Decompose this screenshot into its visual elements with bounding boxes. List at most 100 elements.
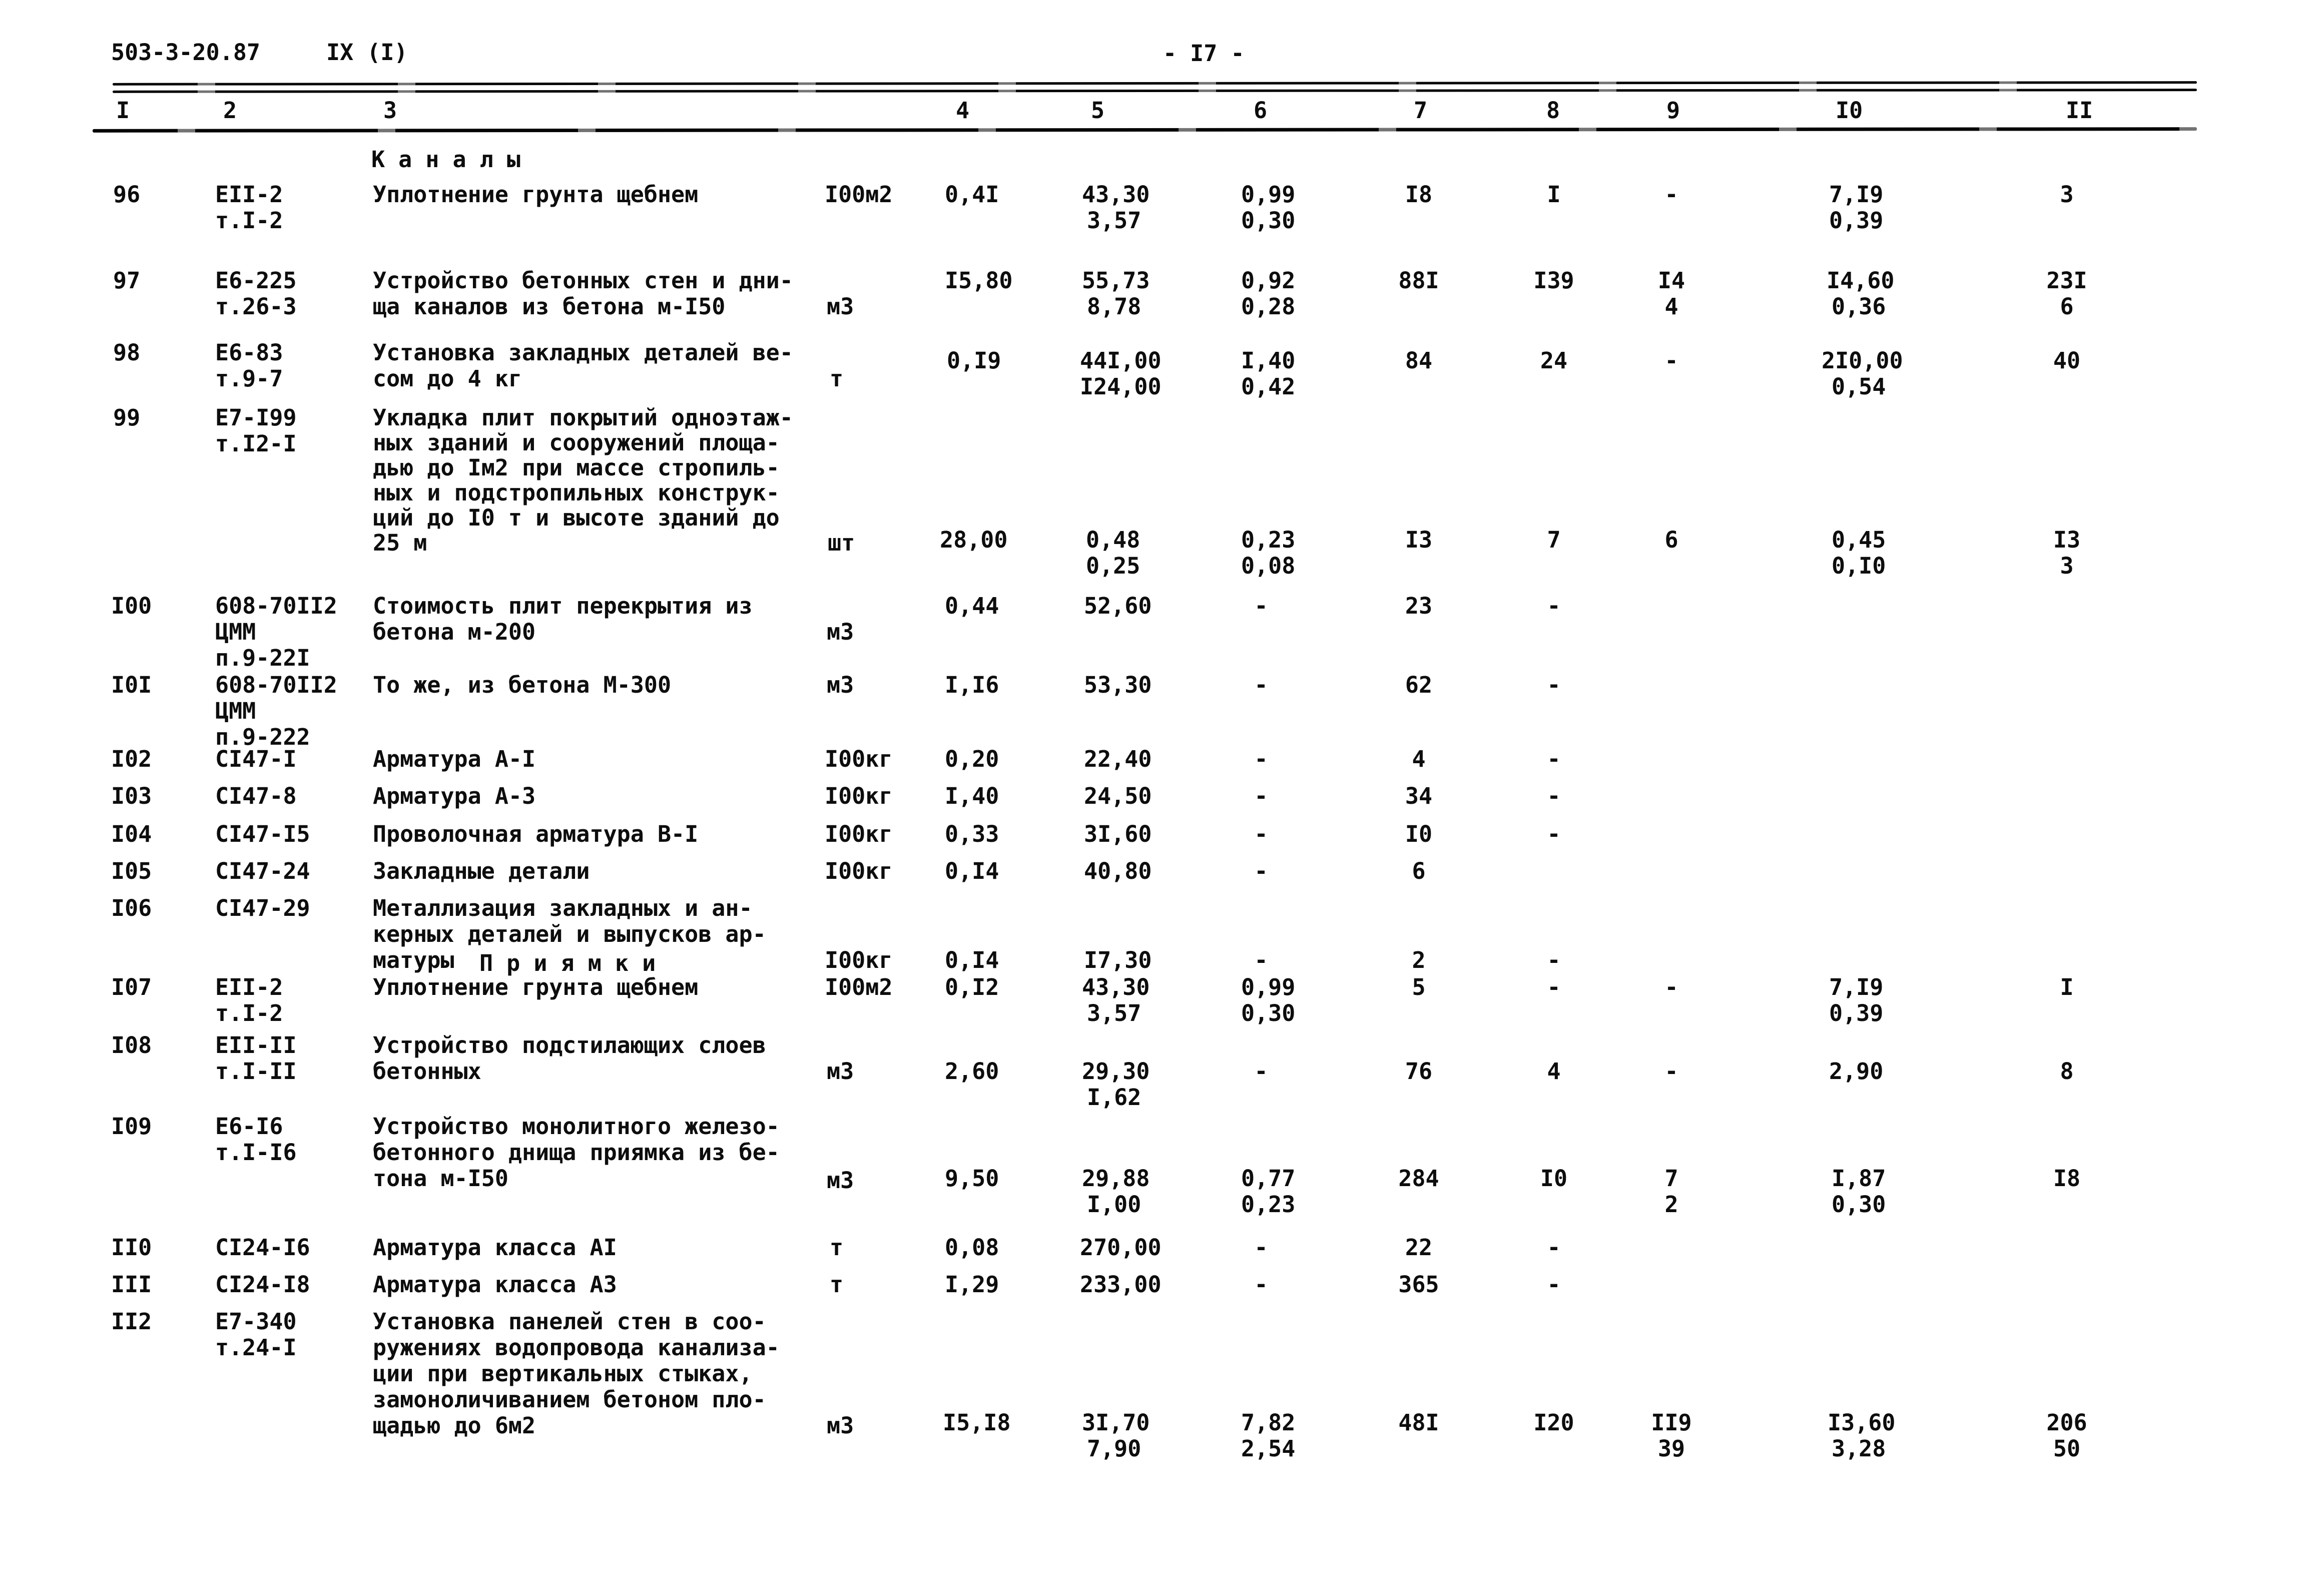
row-107-number: I07 xyxy=(111,974,152,1000)
row-105-number: I05 xyxy=(111,858,152,884)
row-108-code-table: т.I-II xyxy=(215,1058,297,1085)
row-110-description: Арматура класса АI xyxy=(373,1234,617,1261)
row-99-description-1: Укладка плит покрытий одноэтаж- xyxy=(373,404,793,431)
row-111-col6: - xyxy=(1254,1271,1268,1298)
row-110-col7: 22 xyxy=(1405,1234,1433,1261)
row-99-col9: 6 xyxy=(1664,526,1678,553)
row-105-col6: - xyxy=(1254,858,1268,884)
row-109-col7: 284 xyxy=(1398,1165,1439,1192)
row-109-col11: I8 xyxy=(2053,1165,2081,1192)
row-101-col8: - xyxy=(1547,672,1561,698)
row-101-col6: - xyxy=(1254,672,1268,698)
row-104-unit: I00кг xyxy=(825,821,893,847)
row-112-col6-b: 2,54 xyxy=(1241,1435,1296,1462)
row-99-col10-a: 0,45 xyxy=(1832,526,1886,553)
row-109-unit: м3 xyxy=(827,1167,854,1194)
row-106-description-1: Металлизация закладных и ан- xyxy=(373,895,753,921)
row-112-description-3: ции при вертикальных стыках, xyxy=(373,1360,753,1387)
row-99-col5-b: 0,25 xyxy=(1086,553,1140,579)
row-107-col5-a: 43,30 xyxy=(1082,974,1150,1000)
row-97-col8: I39 xyxy=(1533,267,1574,294)
row-109-description-1: Устройство монолитного железо- xyxy=(373,1113,780,1140)
row-108-code: ЕII-II xyxy=(215,1032,297,1058)
row-109-description-3: тона м-I50 xyxy=(373,1165,508,1192)
row-99-description-6: 25 м xyxy=(373,529,427,556)
row-112-description-1: Установка панелей стен в соо- xyxy=(373,1308,766,1335)
row-96-col11: 3 xyxy=(2060,181,2074,208)
row-112-description-4: замоноличиванием бетоном пло- xyxy=(373,1386,766,1413)
row-109-col8: I0 xyxy=(1540,1165,1568,1192)
row-106-code: СI47-29 xyxy=(215,895,310,921)
row-104-col4: 0,33 xyxy=(945,821,999,847)
row-112-col6-a: 7,82 xyxy=(1241,1409,1296,1436)
row-101-unit: м3 xyxy=(827,672,854,698)
row-99-description-2: ных зданий и сооружений площа- xyxy=(373,429,780,456)
row-107-col6-a: 0,99 xyxy=(1241,974,1296,1000)
row-99-code: Е7-I99 xyxy=(215,404,297,431)
row-96-code: ЕII-2 xyxy=(215,181,283,208)
row-108-number: I08 xyxy=(111,1032,152,1058)
row-111-col5: 233,00 xyxy=(1080,1271,1162,1298)
row-97-col9-b: 4 xyxy=(1664,293,1678,320)
row-98-col7: 84 xyxy=(1405,347,1433,374)
row-107-unit: I00м2 xyxy=(825,974,893,1000)
row-102-number: I02 xyxy=(111,746,152,772)
col-header-7: 7 xyxy=(1414,97,1428,124)
row-100-description-1: Стоимость плит перекрытия из xyxy=(373,593,753,619)
row-112-col7: 48I xyxy=(1398,1409,1439,1436)
row-102-col8: - xyxy=(1547,746,1561,772)
col-header-5: 5 xyxy=(1091,97,1105,124)
row-98-col8: 24 xyxy=(1540,347,1568,374)
row-97-col11-a: 23I xyxy=(2046,267,2087,294)
row-99-unit: шт xyxy=(828,529,855,556)
row-104-col5: 3I,60 xyxy=(1084,821,1152,847)
row-110-col8: - xyxy=(1547,1234,1561,1261)
row-107-col5-b: 3,57 xyxy=(1087,1000,1141,1026)
row-107-col11: I xyxy=(2060,974,2074,1000)
row-96-number: 96 xyxy=(113,181,141,208)
row-107-code-table: т.I-2 xyxy=(215,1000,283,1026)
row-97-number: 97 xyxy=(113,267,141,294)
col-header-4: 4 xyxy=(956,97,970,124)
row-98-col11: 40 xyxy=(2053,347,2081,374)
row-107-description: Уплотнение грунта щебнем xyxy=(373,974,699,1000)
row-109-col9-a: 7 xyxy=(1664,1165,1678,1192)
row-112-col11-b: 50 xyxy=(2053,1435,2081,1462)
row-104-description: Проволочная арматура В-I xyxy=(373,821,699,847)
row-111-col7: 365 xyxy=(1398,1271,1439,1298)
page-number: - I7 - xyxy=(1163,40,1245,67)
row-107-code: ЕII-2 xyxy=(215,974,283,1000)
row-105-code: СI47-24 xyxy=(215,858,310,884)
row-110-code: СI24-I6 xyxy=(215,1234,310,1261)
row-105-col7: 6 xyxy=(1412,858,1426,884)
row-104-col8: - xyxy=(1547,821,1561,847)
row-100-code-3: п.9-22I xyxy=(215,645,310,671)
row-111-unit: т xyxy=(830,1271,844,1298)
row-102-unit: I00кг xyxy=(825,746,893,772)
row-109-col6-a: 0,77 xyxy=(1241,1165,1296,1192)
row-104-col7: I0 xyxy=(1405,821,1433,847)
row-100-col6: - xyxy=(1254,593,1268,619)
row-108-col11: 8 xyxy=(2060,1058,2074,1085)
row-98-col6-a: I,40 xyxy=(1241,347,1296,374)
col-header-11: II xyxy=(2066,97,2093,124)
col-header-8: 8 xyxy=(1546,97,1560,124)
row-99-col6-b: 0,08 xyxy=(1241,553,1296,579)
row-99-col4: 28,00 xyxy=(940,526,1008,553)
row-100-col5: 52,60 xyxy=(1084,593,1152,619)
table-top-rule-2 xyxy=(112,89,2197,93)
row-105-col5: 40,80 xyxy=(1084,858,1152,884)
row-109-description-2: бетонного днища приямка из бе- xyxy=(373,1139,780,1166)
row-102-col7: 4 xyxy=(1412,746,1426,772)
row-98-col5-b: I24,00 xyxy=(1080,373,1162,400)
row-112-unit: м3 xyxy=(827,1412,854,1439)
row-98-number: 98 xyxy=(113,339,141,366)
row-107-col10-b: 0,39 xyxy=(1829,1000,1884,1026)
row-99-code-table: т.I2-I xyxy=(215,430,297,457)
row-108-col9: - xyxy=(1664,1058,1678,1085)
row-99-number: 99 xyxy=(113,404,141,431)
row-101-code-2: ЦММ xyxy=(215,698,256,724)
row-112-col5-a: 3I,70 xyxy=(1082,1409,1150,1436)
row-97-col5-a: 55,73 xyxy=(1082,267,1150,294)
row-109-code-table: т.I-I6 xyxy=(215,1139,297,1166)
